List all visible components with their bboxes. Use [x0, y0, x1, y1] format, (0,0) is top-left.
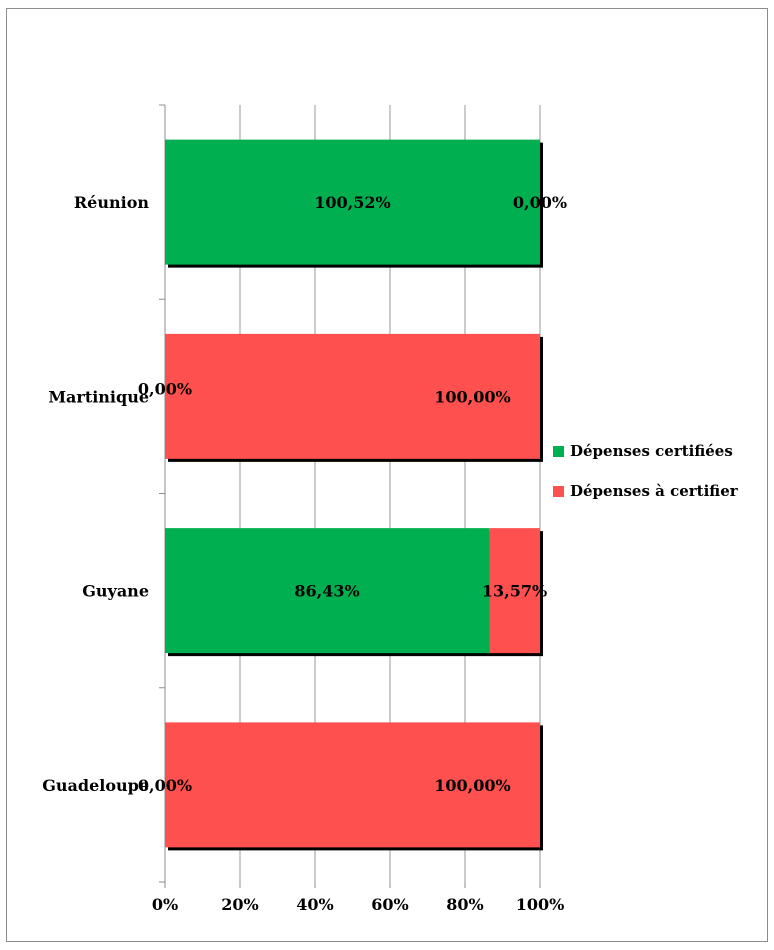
data-label-certified-0: 100,52%	[314, 193, 390, 212]
data-label-certified-2: 86,43%	[294, 582, 359, 601]
data-label-to-certify-0: 0,00%	[513, 193, 567, 212]
category-label-1: Martinique	[48, 387, 149, 406]
chart-legend: Dépenses certifiées Dépenses à certifier	[553, 440, 738, 520]
category-label-2: Guyane	[82, 582, 149, 601]
data-label-to-certify-3: 100,00%	[434, 776, 510, 795]
legend-swatch-to-certify	[553, 485, 564, 497]
bar-1-3	[165, 722, 540, 848]
data-label-to-certify-2: 13,57%	[482, 582, 547, 601]
data-label-certified-3: 0,00%	[138, 776, 192, 795]
data-label-certified-1: 0,00%	[138, 379, 192, 398]
bar-0-2	[165, 528, 490, 654]
x-tick-label-3: 60%	[371, 895, 408, 914]
category-label-3: Guadeloupe	[42, 776, 149, 795]
x-tick-label-0: 0%	[152, 895, 178, 914]
category-label-0: Réunion	[74, 193, 149, 212]
x-tick-label-5: 100%	[516, 895, 565, 914]
x-tick-label-1: 20%	[221, 895, 258, 914]
legend-label-certified: Dépenses certifiées	[570, 442, 733, 460]
legend-swatch-certified	[553, 445, 564, 457]
x-tick-label-2: 40%	[296, 895, 333, 914]
legend-label-to-certify: Dépenses à certifier	[570, 482, 738, 500]
bar-0-0	[165, 139, 540, 265]
bar-1-1	[165, 333, 540, 459]
x-tick-label-4: 80%	[446, 895, 483, 914]
bar-1-2	[489, 528, 540, 654]
legend-item-to-certify: Dépenses à certifier	[553, 480, 738, 502]
legend-item-certified: Dépenses certifiées	[553, 440, 738, 462]
data-label-to-certify-1: 100,00%	[434, 387, 510, 406]
